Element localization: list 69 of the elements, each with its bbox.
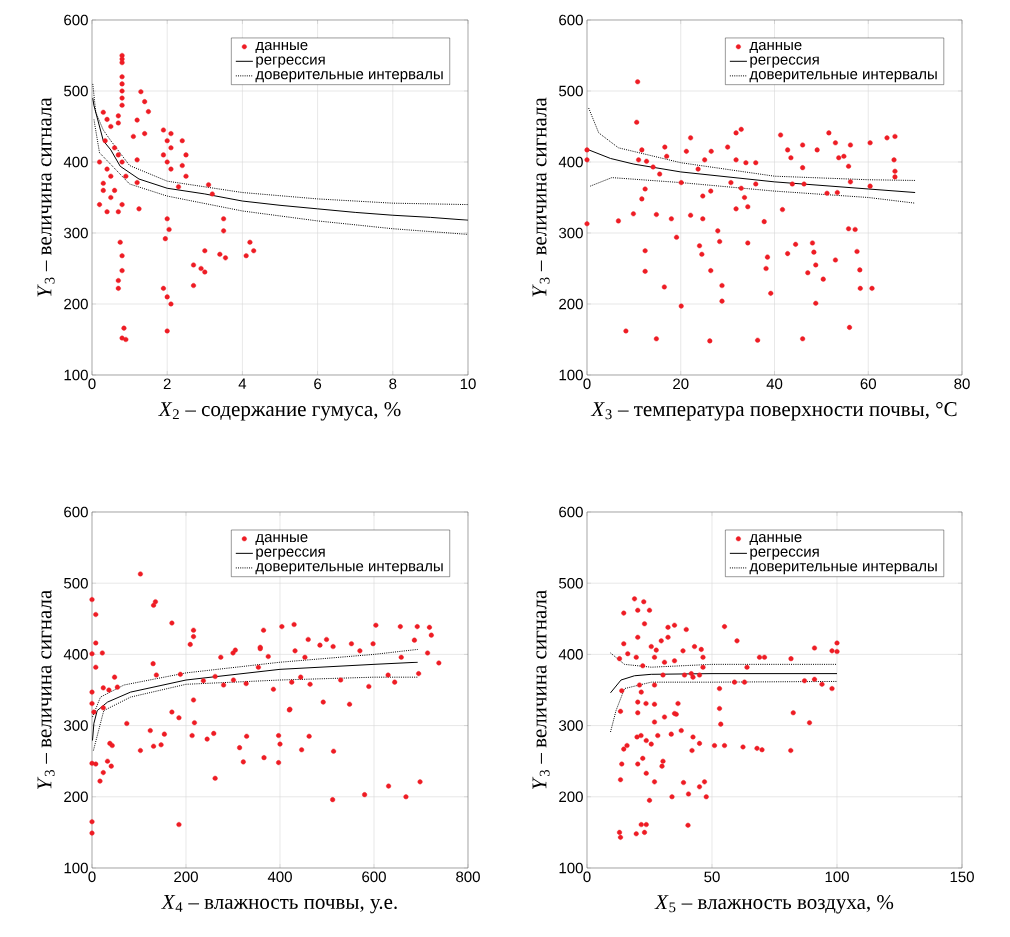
y-tick-label: 100	[559, 369, 583, 381]
y-tick-label: 400	[63, 649, 88, 660]
y-tick-label: 100	[64, 369, 88, 381]
y-tick-label: 300	[559, 720, 583, 731]
x-tick-label: 200	[174, 871, 198, 883]
y-tick-label: 400	[558, 649, 583, 660]
y-tick-label: 500	[559, 85, 583, 97]
legend-label: регрессия	[750, 548, 819, 560]
legend-label: данные	[255, 41, 308, 53]
x-tick-label: 150	[950, 871, 974, 883]
y-tick-label: 300	[559, 227, 583, 239]
x-tick-label: 0	[88, 871, 96, 883]
legend-label: доверительные интервалы	[749, 71, 937, 83]
y-tick-label: 600	[64, 506, 88, 518]
x-tick-label: 0	[583, 871, 591, 883]
y-tick-label: 200	[64, 791, 88, 803]
y-axis-title: Y$_{3}$ – величина сигнала	[532, 97, 550, 297]
y-tick-label: 100	[559, 862, 583, 874]
y-tick-label: 400	[558, 156, 583, 168]
x-tick-label: 800	[456, 871, 480, 883]
y-tick-label: 100	[64, 862, 88, 874]
legend-label: доверительные интервалы	[749, 563, 937, 575]
legend-label: регрессия	[256, 548, 325, 560]
x-tick-label: 0	[88, 378, 96, 390]
x-tick-label: 50	[704, 871, 720, 883]
legend-label: данные	[749, 41, 802, 53]
x-axis-title: X$_{2}$ – содержание гумуса, %	[158, 402, 401, 421]
line-series	[610, 680, 838, 733]
x-axis-title: X$_{5}$ – влажность воздуха, %	[654, 895, 894, 914]
x-tick-label: 40	[766, 378, 783, 390]
legend-label: регрессия	[750, 56, 819, 68]
legend-label: данные	[255, 534, 308, 546]
x-tick-label: 8	[389, 378, 397, 390]
x-axis-title: X$_{3}$ – температура поверхности почвы, °C	[590, 402, 957, 421]
y-tick-label: 500	[559, 577, 583, 589]
y-axis-title: Y$_{3}$ – величина сигнала	[37, 97, 55, 297]
legend-label: данные	[749, 534, 802, 546]
x-tick-label: 20	[673, 378, 689, 390]
x-tick-label: 80	[954, 378, 970, 390]
line-series	[589, 177, 916, 204]
x-tick-label: 2	[163, 378, 171, 389]
y-tick-label: 200	[559, 298, 583, 310]
y-tick-label: 300	[64, 720, 88, 731]
y-tick-label: 600	[64, 14, 88, 26]
x-tick-label: 100	[825, 871, 849, 883]
y-tick-label: 200	[559, 791, 583, 803]
x-tick-label: 0	[583, 378, 591, 390]
x-tick-label: 60	[860, 378, 876, 390]
x-tick-label: 4	[238, 378, 247, 389]
y-tick-label: 500	[64, 85, 88, 97]
legend-label: регрессия	[256, 56, 325, 68]
line-series	[93, 118, 469, 235]
y-tick-label: 300	[64, 227, 88, 239]
legend-label: доверительные интервалы	[255, 71, 443, 83]
x-axis-title: X$_{4}$ – влажность почвы, у.е.	[161, 895, 397, 914]
line-series	[588, 107, 916, 181]
y-axis-title: Y$_{3}$ – величина сигнала	[532, 590, 550, 790]
y-tick-label: 500	[64, 577, 88, 589]
x-tick-label: 600	[362, 871, 386, 883]
x-tick-label: 10	[460, 378, 476, 390]
y-tick-label: 200	[64, 298, 88, 310]
y-tick-label: 400	[63, 156, 88, 168]
legend-label: доверительные интервалы	[255, 563, 443, 575]
y-axis-title: Y$_{3}$ – величина сигнала	[37, 590, 55, 790]
x-tick-label: 6	[314, 378, 322, 390]
x-tick-label: 400	[267, 871, 292, 883]
y-tick-label: 600	[559, 14, 583, 26]
line-series	[610, 673, 838, 694]
y-tick-label: 600	[559, 506, 583, 518]
